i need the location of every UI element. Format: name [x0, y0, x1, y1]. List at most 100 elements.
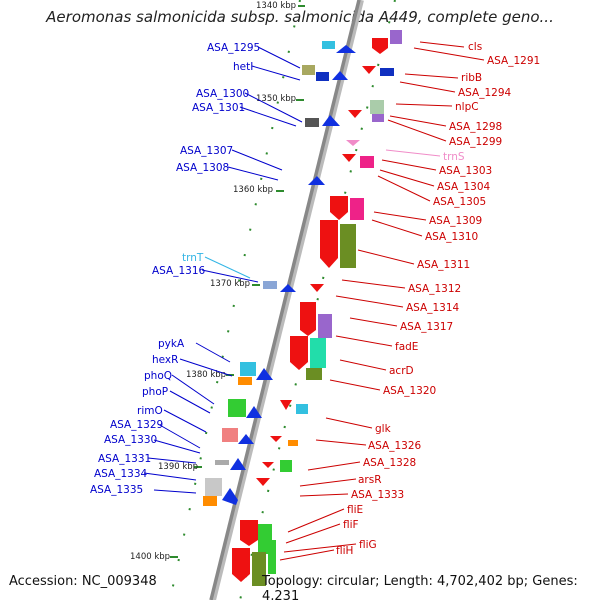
feature-box-glk [296, 404, 308, 414]
gene-label-ASA_1303[interactable]: ASA_1303 [439, 165, 492, 177]
leader-ASA_1307 [231, 149, 283, 171]
gene-label-ASA_1310[interactable]: ASA_1310 [425, 231, 478, 243]
leader-ASA_1329 [157, 423, 201, 449]
gene-label-ASA_1294[interactable]: ASA_1294 [458, 87, 512, 99]
leader-ASA_1305 [377, 175, 431, 202]
gene-label-fliH[interactable]: fliH [336, 545, 353, 557]
gene-label-trnS[interactable]: trnS [443, 151, 465, 163]
feature-arrow-ASA_1312 [310, 284, 324, 292]
leader-ASA_1314 [335, 295, 404, 308]
gene-label-phoP[interactable]: phoP [142, 386, 168, 398]
gene-label-ASA_1301[interactable]: ASA_1301 [192, 102, 245, 114]
leader-ASA_1326 [315, 439, 367, 446]
gene-label-ASA_1307[interactable]: ASA_1307 [180, 145, 233, 157]
gene-label-ASA_1326[interactable]: ASA_1326 [368, 440, 422, 452]
gene-label-pykA[interactable]: pykA [158, 338, 185, 350]
leader-ASA_1311 [357, 249, 415, 265]
leader-cls [419, 41, 465, 48]
map-title: Aeromonas salmonicida subsp. salmonicida… [46, 8, 554, 26]
feature-arrow-fliE [240, 520, 258, 546]
gene-label-ASA_1334[interactable]: ASA_1334 [94, 468, 148, 480]
feature-box-ASA_1317 [318, 314, 332, 338]
gene-label-ASA_1331[interactable]: ASA_1331 [98, 453, 151, 465]
gene-label-ASA_1314[interactable]: ASA_1314 [406, 302, 460, 314]
gene-label-ASA_1316[interactable]: ASA_1316 [152, 265, 206, 277]
gene-label-ASA_1308[interactable]: ASA_1308 [176, 162, 229, 174]
feature-box-ASA_1300 [305, 118, 319, 127]
feature-box-ASA_1326 [288, 440, 298, 446]
gene-label-trnT[interactable]: trnT [182, 252, 204, 264]
feature-box-acrD [310, 338, 326, 368]
feature-arrow-ASA_1328 [262, 462, 274, 468]
gene-label-ASA_1317[interactable]: ASA_1317 [400, 321, 453, 333]
feature-box-rimO [222, 428, 238, 442]
gene-label-ASA_1295[interactable]: ASA_1295 [207, 42, 260, 54]
gene-label-ASA_1311[interactable]: ASA_1311 [417, 259, 470, 271]
feature-box-ASA_1335 [203, 496, 217, 506]
leader-ASA_1301 [239, 106, 297, 127]
feature-box-ASA_1334 [205, 478, 222, 496]
feature-arrow-ASA_1300 [322, 115, 340, 126]
feature-box-ASA_1311 [340, 224, 356, 268]
scale-label-1390: 1390 kbp [158, 462, 198, 472]
feature-arrow-cls [372, 38, 388, 54]
gene-label-ribB[interactable]: ribB [461, 72, 482, 84]
gene-label-fliF[interactable]: fliF [343, 519, 359, 531]
gene-label-ASA_1299[interactable]: ASA_1299 [449, 136, 502, 148]
gene-label-ASA_1291[interactable]: ASA_1291 [487, 55, 540, 67]
gene-label-arsR[interactable]: arsR [358, 474, 382, 486]
leader-ASA_1334 [143, 472, 197, 481]
leader-ASA_1331 [147, 457, 197, 464]
gene-label-fadE[interactable]: fadE [395, 341, 418, 353]
gene-label-cls[interactable]: cls [468, 41, 482, 53]
leader-ASA_1328 [307, 461, 361, 471]
gene-label-ASA_1329[interactable]: ASA_1329 [110, 419, 163, 431]
feature-arrow-ASA_1298 [348, 110, 362, 118]
reverse-gene-labels: ASA_1295 hetI ASA_1300 ASA_1301 ASA_1307… [90, 42, 260, 496]
gene-label-nlpC[interactable]: nlpC [455, 101, 479, 113]
leader-hetI [251, 65, 301, 81]
gene-label-ASA_1335[interactable]: ASA_1335 [90, 484, 143, 496]
gene-label-phoQ[interactable]: phoQ [144, 370, 172, 382]
leader-ASA_1320 [329, 379, 381, 391]
gene-label-rimO[interactable]: rimO [137, 405, 163, 417]
leader-ASA_1303 [381, 159, 437, 171]
feature-box-fliH [268, 540, 276, 574]
reverse-leader-lines [143, 46, 303, 494]
scale-ticks [170, 5, 305, 558]
gene-label-fliG[interactable]: fliG [359, 539, 377, 551]
gene-label-acrD[interactable]: acrD [389, 365, 414, 377]
leader-ASA_1308 [227, 166, 279, 181]
gene-label-ASA_1298[interactable]: ASA_1298 [449, 121, 502, 133]
feature-box-ASA_1331 [215, 460, 229, 465]
feature-box-nlpC [370, 100, 384, 114]
leader-ASA_1310 [371, 219, 423, 237]
forward-leader-lines [279, 41, 485, 561]
leader-ASA_1294 [399, 81, 456, 93]
gene-label-ASA_1333[interactable]: ASA_1333 [351, 489, 404, 501]
gene-label-ASA_1305[interactable]: ASA_1305 [433, 196, 486, 208]
leader-fliG [283, 543, 357, 553]
leader-ASA_1295 [257, 46, 301, 69]
gene-label-ASA_1300[interactable]: ASA_1300 [196, 88, 249, 100]
gene-label-ASA_1320[interactable]: ASA_1320 [383, 385, 436, 397]
gene-label-ASA_1330[interactable]: ASA_1330 [104, 434, 157, 446]
gene-label-hetI[interactable]: hetI [233, 61, 253, 73]
leader-ASA_1299 [387, 119, 447, 142]
gene-label-ASA_1312[interactable]: ASA_1312 [408, 283, 461, 295]
feature-box-ASA_1303 [360, 156, 374, 168]
leader-fliF [285, 523, 341, 544]
leader-ASA_1312 [341, 279, 406, 289]
gene-label-hexR[interactable]: hexR [152, 354, 178, 366]
feature-box-ASA_1320 [306, 368, 322, 380]
feature-arrow-ASA_1295 [336, 45, 356, 53]
leader-ASA_1317 [349, 317, 398, 327]
gene-label-fliE[interactable]: fliE [347, 504, 363, 516]
gene-label-ASA_1328[interactable]: ASA_1328 [363, 457, 416, 469]
feature-box-ASA_1310 [350, 198, 364, 220]
gene-label-glk[interactable]: glk [375, 423, 392, 435]
gene-label-ASA_1304[interactable]: ASA_1304 [437, 181, 491, 193]
gene-label-ASA_1309[interactable]: ASA_1309 [429, 215, 482, 227]
feature-box-pykA [240, 362, 256, 376]
feature-arrow-ASA_1311 [320, 220, 338, 268]
